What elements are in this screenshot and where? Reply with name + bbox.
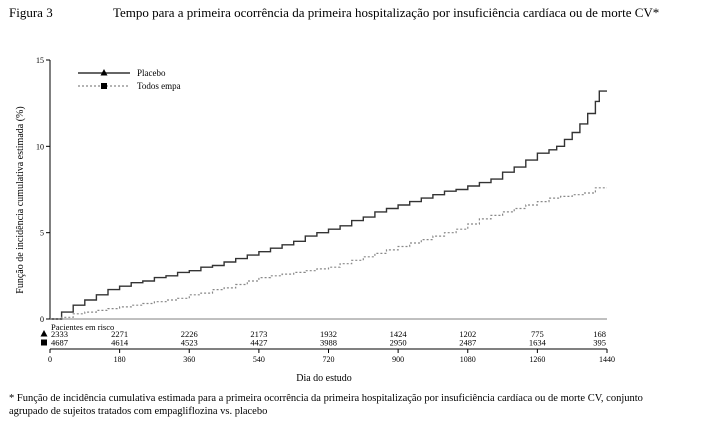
legend-label: Todos empa (137, 81, 181, 91)
risk-value: 4427 (250, 338, 267, 348)
y-tick-label: 5 (40, 229, 44, 238)
risk-value: 2226 (181, 329, 198, 339)
risk-table-title: Pacientes em risco (51, 322, 114, 332)
figure-title: Tempo para a primeira ocorrência da prim… (113, 5, 660, 20)
x-tick-label: 0 (48, 355, 52, 364)
y-axis-title: Função de incidência cumulativa estimada… (15, 106, 26, 293)
risk-value: 775 (531, 329, 544, 339)
risk-value: 4523 (181, 338, 198, 348)
risk-value: 168 (593, 329, 606, 339)
x-tick-label: 180 (114, 355, 126, 364)
risk-value: 2173 (250, 329, 267, 339)
risk-marker-square-icon (41, 339, 47, 346)
y-tick-label: 0 (40, 315, 44, 324)
series-line-placebo (50, 90, 607, 320)
risk-value: 2271 (111, 329, 128, 339)
x-tick-label: 900 (392, 355, 404, 364)
risk-value: 2950 (390, 338, 407, 348)
risk-marker-triangle-icon (40, 330, 48, 337)
y-tick-label: 10 (36, 142, 44, 151)
x-tick-label: 540 (253, 355, 265, 364)
risk-value: 2487 (459, 338, 476, 348)
risk-value: 395 (593, 338, 606, 348)
y-tick-label: 15 (36, 56, 44, 65)
x-tick-label: 1080 (460, 355, 476, 364)
risk-value: 1634 (529, 338, 547, 348)
chart-legend: Placebo Todos empa (78, 68, 181, 91)
series-line-empa (50, 187, 607, 320)
risk-value: 1424 (390, 329, 408, 339)
footnote: * Função de incidência cumulativa estima… (9, 393, 643, 417)
risk-value: 4687 (51, 338, 68, 348)
chart-series (50, 90, 607, 320)
risk-value: 4614 (111, 338, 129, 348)
figure-label: Figura 3 (9, 5, 53, 20)
risk-value: 1932 (320, 329, 337, 339)
legend-marker-square-icon (101, 83, 107, 89)
x-tick-label: 1440 (599, 355, 615, 364)
x-tick-label: 720 (323, 355, 335, 364)
risk-value: 3988 (320, 338, 337, 348)
chart-axes: 0 5 10 15 0 180 360 540 720 900 1080 1260 1440 (36, 56, 615, 364)
risk-value: 2333 (51, 329, 68, 339)
x-tick-label: 1260 (529, 355, 545, 364)
risk-value: 1202 (459, 329, 476, 339)
x-tick-label: 360 (183, 355, 195, 364)
legend-marker-triangle-icon (100, 69, 108, 76)
legend-label: Placebo (137, 68, 166, 78)
x-axis-title: Dia do estudo (296, 373, 352, 384)
